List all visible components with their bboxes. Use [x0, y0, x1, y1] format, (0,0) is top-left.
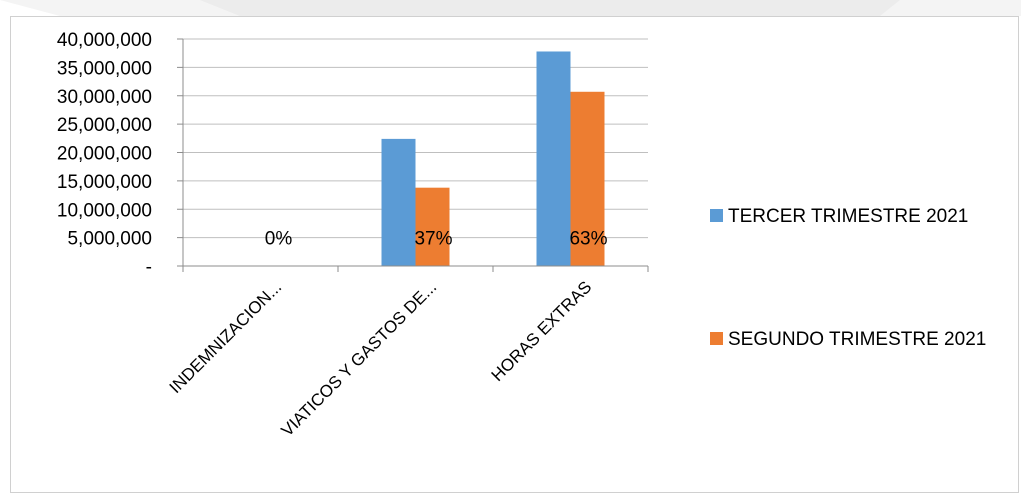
bar-tercer-2 — [536, 51, 571, 266]
y-tick-label: - — [146, 257, 152, 278]
category-label: HORAS EXTRAS — [488, 277, 596, 385]
top-background-band — [0, 0, 1021, 16]
axes: - 5,000,000 10,000,000 15,000,000 20,000,000… — [57, 30, 649, 278]
y-tick-label: 25,000,000 — [57, 115, 152, 136]
bar-segundo-1 — [415, 187, 450, 266]
y-tick-label: 40,000,000 — [57, 30, 152, 51]
legend: TERCER TRIMESTRE 2021 SEGUNDO TRIMESTRE 2… — [710, 206, 986, 350]
data-label: 0% — [265, 229, 293, 250]
y-tick-label: 35,000,000 — [57, 58, 152, 79]
data-label: 63% — [569, 229, 607, 250]
data-label: 37% — [414, 229, 452, 250]
bar-segundo-2 — [570, 91, 605, 266]
y-tick-label: 30,000,000 — [57, 87, 152, 108]
category-label: VIATICOS Y GASTOS DE... — [277, 277, 440, 440]
legend-label: TERCER TRIMESTRE 2021 — [728, 206, 968, 227]
top-band-shape — [0, 0, 1021, 16]
legend-label: SEGUNDO TRIMESTRE 2021 — [728, 329, 986, 350]
legend-swatch — [710, 332, 723, 345]
y-tick-label: 15,000,000 — [57, 172, 152, 193]
bars — [381, 51, 605, 266]
category-label: INDEMNIZACION... — [166, 277, 286, 397]
y-tick-label: 20,000,000 — [57, 144, 152, 165]
y-tick-label: 5,000,000 — [67, 229, 152, 250]
y-tick-label: 10,000,000 — [57, 200, 152, 221]
legend-swatch — [710, 209, 723, 222]
bar-tercer-1 — [381, 138, 416, 266]
